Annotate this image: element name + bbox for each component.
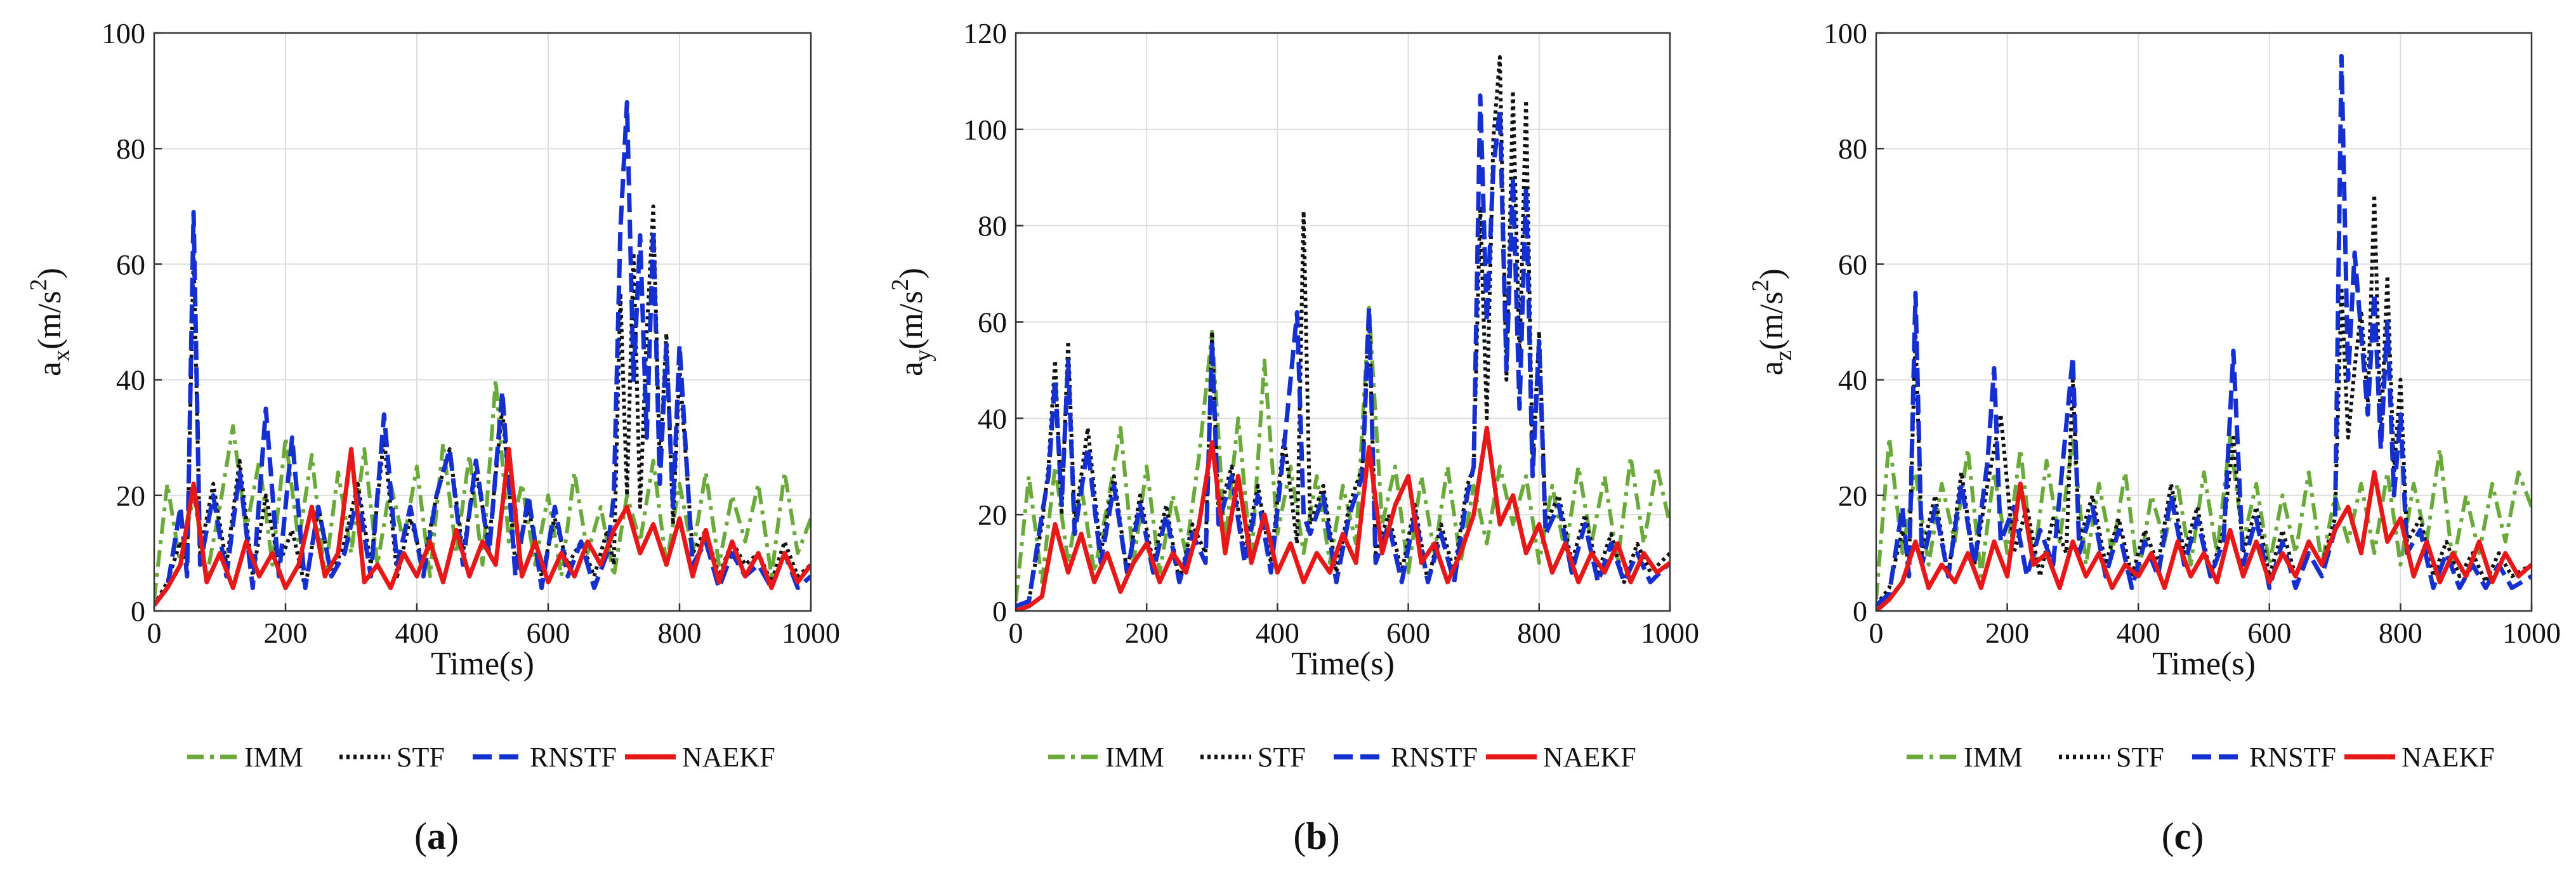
legend-label-imm: IMM <box>1964 742 2023 773</box>
x-tick-label: 400 <box>2117 617 2160 649</box>
chart-panel-c: 0 200 400 600 800 1000 0 20 40 60 80 100 Time(s) az(m… <box>1747 17 2561 857</box>
chart-panel-a: 0 200 400 600 800 1000 0 20 40 60 80 100 Time(s) ax(m… <box>25 17 840 857</box>
axes-frame <box>153 32 812 612</box>
x-tick-label: 600 <box>2247 617 2291 649</box>
x-tick-label: 0 <box>1869 617 1884 649</box>
y-tick-label: 20 <box>116 480 145 512</box>
series-group <box>154 100 811 607</box>
y-axis-superscript: 2 <box>25 279 52 291</box>
series-line-imm <box>1876 435 2532 600</box>
x-tick-label: 0 <box>147 617 162 649</box>
y-axis-unit: (m/s <box>1754 291 1790 350</box>
legend-label-naekf: NAEKF <box>682 742 775 773</box>
y-axis-title: ay(m/s2) <box>887 268 936 376</box>
panel-label: (c) <box>2162 815 2204 857</box>
legend-label-stf: STF <box>1258 742 1306 773</box>
y-axis-symbol: a <box>893 362 930 376</box>
legend-label-stf: STF <box>397 742 445 773</box>
series-line-rnstf <box>154 100 811 607</box>
series-line-rnstf <box>1016 93 1670 608</box>
x-tick-label: 200 <box>264 617 308 649</box>
y-tick-label: 0 <box>1853 595 1867 627</box>
y-tick-label: 60 <box>978 306 1007 339</box>
x-tick-label: 1000 <box>2502 617 2561 649</box>
x-tick-label: 0 <box>1009 617 1023 649</box>
legend-label-stf: STF <box>2116 742 2164 773</box>
legend-label-rnstf: RNSTF <box>2249 742 2336 773</box>
y-tick-label: 100 <box>102 17 145 49</box>
series-line-naekf <box>1016 426 1670 611</box>
y-tick-label: 40 <box>1838 364 1867 397</box>
y-axis-subscript: y <box>910 350 936 362</box>
y-tick-label: 0 <box>992 595 1007 627</box>
y-tick-label: 20 <box>1838 480 1867 512</box>
x-tick-label: 200 <box>1125 617 1169 649</box>
series-line-naekf <box>1876 469 2532 611</box>
y-axis-superscript: 2 <box>887 279 914 291</box>
y-tick-label: 100 <box>1824 17 1867 49</box>
legend: IMM STF RNSTF NAEKF <box>1048 742 1636 773</box>
legend-label-rnstf: RNSTF <box>1391 742 1478 773</box>
x-tick-label: 800 <box>658 617 702 649</box>
y-axis-unit: (m/s <box>32 291 68 349</box>
y-tick-label: 120 <box>963 17 1007 49</box>
x-axis-title: Time(s) <box>431 646 534 682</box>
legend: IMM STF RNSTF NAEKF <box>1907 742 2495 773</box>
y-tick-label: 60 <box>116 248 145 280</box>
series-group <box>1016 55 1670 611</box>
y-axis-subscript: x <box>48 350 75 362</box>
x-tick-label: 800 <box>1517 617 1561 649</box>
x-tick-label: 600 <box>1386 617 1430 649</box>
y-axis-title: ax(m/s2) <box>25 268 75 376</box>
series-group <box>1876 53 2532 611</box>
legend-label-imm: IMM <box>244 742 303 773</box>
panel-label: (a) <box>414 815 459 857</box>
x-tick-label: 1000 <box>782 617 840 649</box>
legend-label-rnstf: RNSTF <box>530 742 617 773</box>
y-tick-label: 40 <box>978 402 1007 435</box>
y-tick-label: 80 <box>978 210 1007 242</box>
y-axis-close: ) <box>893 268 930 279</box>
x-tick-label: 1000 <box>1641 617 1699 649</box>
axes-frame <box>1875 32 2533 612</box>
y-axis-close: ) <box>32 268 68 279</box>
y-tick-label: 100 <box>963 114 1007 146</box>
y-axis-title: az(m/s2) <box>1747 268 1797 376</box>
y-tick-label: 60 <box>1838 248 1867 280</box>
legend-label-naekf: NAEKF <box>1543 742 1636 773</box>
y-tick-label: 0 <box>131 595 145 627</box>
y-axis-close: ) <box>1754 268 1790 279</box>
legend-label-naekf: NAEKF <box>2402 742 2495 773</box>
series-line-imm <box>154 377 811 600</box>
x-tick-label: 800 <box>2379 617 2422 649</box>
legend: IMM STF RNSTF NAEKF <box>187 742 775 773</box>
series-line-imm <box>1016 305 1670 602</box>
y-tick-label: 80 <box>1838 133 1867 165</box>
y-axis-symbol: a <box>32 362 68 376</box>
legend-label-imm: IMM <box>1105 742 1164 773</box>
x-tick-label: 200 <box>1985 617 2029 649</box>
y-tick-label: 80 <box>116 133 145 165</box>
x-tick-label: 400 <box>1256 617 1299 649</box>
chart-panel-b: 0 200 400 600 800 1000 0 20 40 60 80 100 120 Time(s) a… <box>887 17 1699 857</box>
y-tick-label: 40 <box>116 364 145 397</box>
y-axis-symbol: a <box>1754 361 1790 376</box>
y-tick-label: 20 <box>978 499 1007 531</box>
x-tick-label: 600 <box>527 617 570 649</box>
panel-label: (b) <box>1293 815 1339 857</box>
series-line-naekf <box>154 447 811 607</box>
x-axis-title: Time(s) <box>1291 646 1395 682</box>
x-tick-label: 400 <box>395 617 439 649</box>
y-axis-subscript: z <box>1770 350 1797 361</box>
y-axis-unit: (m/s <box>893 291 930 349</box>
x-axis-title: Time(s) <box>2152 646 2256 682</box>
y-axis-superscript: 2 <box>1747 279 1774 291</box>
series-line-rnstf <box>1876 53 2532 607</box>
